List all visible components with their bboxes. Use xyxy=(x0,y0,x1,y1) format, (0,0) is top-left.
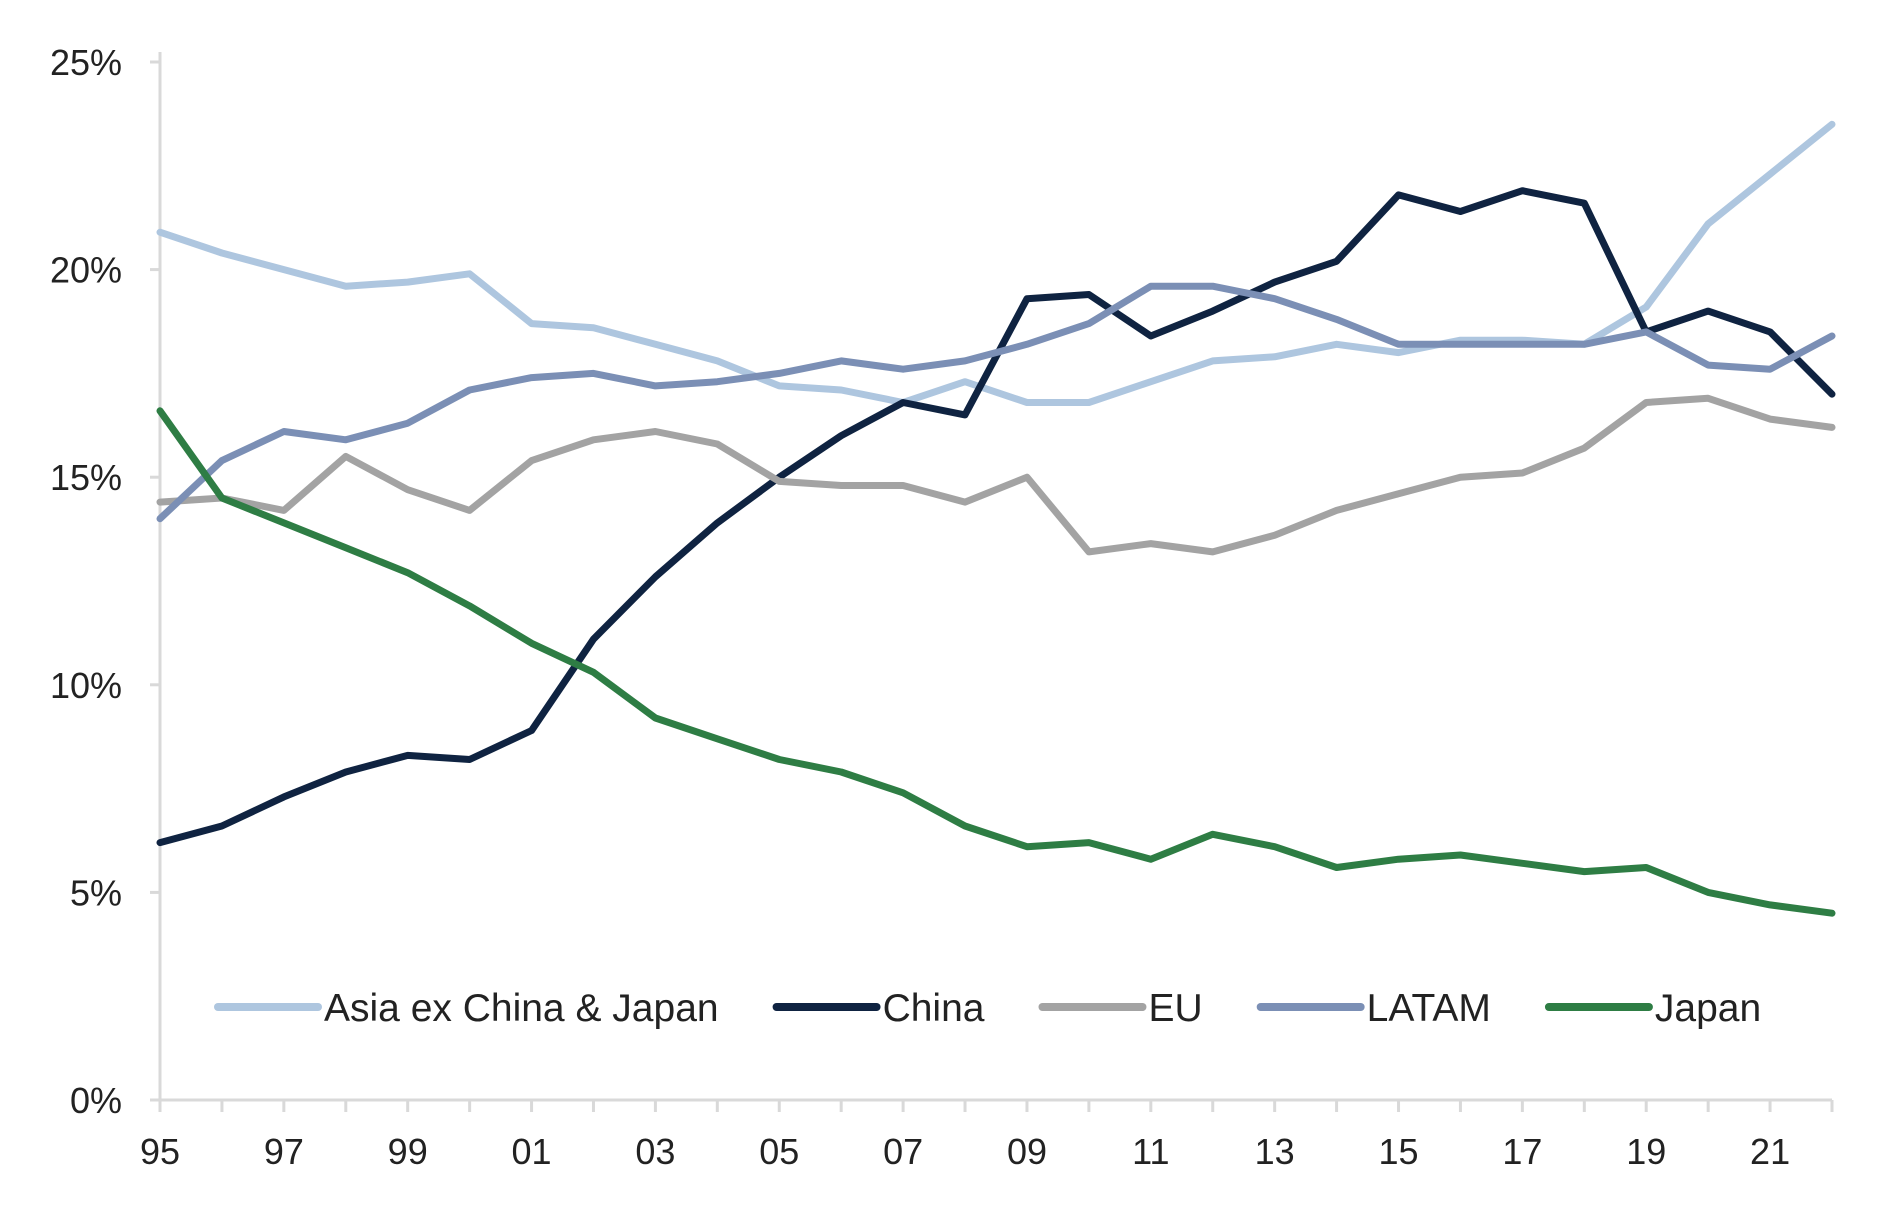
legend-label: Japan xyxy=(1655,987,1761,1030)
x-tick-label: 21 xyxy=(1750,1131,1790,1172)
y-axis: 0% 5% 10% 15% 20% 25% xyxy=(50,42,162,1121)
legend-item-japan: Japan xyxy=(1544,987,1761,1030)
legend: Asia ex China & Japan China EU LATAM Japan xyxy=(214,987,1761,1030)
x-tick-label: 17 xyxy=(1502,1131,1542,1172)
x-tick-label: 19 xyxy=(1626,1131,1666,1172)
legend-label: LATAM xyxy=(1367,987,1491,1030)
y-tick-label: 25% xyxy=(50,42,122,83)
legend-item-eu: EU xyxy=(1038,987,1203,1030)
y-tick-label: 10% xyxy=(50,665,122,706)
x-axis: 95 97 99 01 03 05 07 09 11 13 15 17 19 21 xyxy=(140,1098,1834,1172)
x-tick-label: 03 xyxy=(635,1131,675,1172)
x-tick-label: 07 xyxy=(883,1131,923,1172)
x-tick-label: 97 xyxy=(264,1131,304,1172)
series-lines xyxy=(156,120,1836,917)
series-line-china xyxy=(156,187,1836,847)
legend-item-latam: LATAM xyxy=(1256,987,1491,1030)
legend-item-asia-ex-china-japan: Asia ex China & Japan xyxy=(214,987,719,1030)
series-line-japan xyxy=(156,407,1836,917)
y-tick-label: 15% xyxy=(50,457,122,498)
x-tick-label: 13 xyxy=(1255,1131,1295,1172)
x-tick-label: 99 xyxy=(388,1131,428,1172)
series-line-eu xyxy=(156,394,1836,556)
x-tick-label: 95 xyxy=(140,1131,180,1172)
x-tick-label: 15 xyxy=(1378,1131,1418,1172)
x-tick-label: 05 xyxy=(759,1131,799,1172)
x-tick-label: 09 xyxy=(1007,1131,1047,1172)
x-tick-label: 11 xyxy=(1132,1131,1169,1172)
legend-label: Asia ex China & Japan xyxy=(324,987,719,1030)
y-tick-label: 20% xyxy=(50,250,122,291)
legend-item-china: China xyxy=(772,987,985,1030)
y-tick-label: 0% xyxy=(70,1080,122,1121)
legend-label: China xyxy=(883,987,985,1030)
y-tick-label: 5% xyxy=(70,872,122,913)
x-tick-label: 01 xyxy=(512,1131,552,1172)
legend-label: EU xyxy=(1148,987,1202,1030)
series-line-latam xyxy=(156,282,1836,523)
